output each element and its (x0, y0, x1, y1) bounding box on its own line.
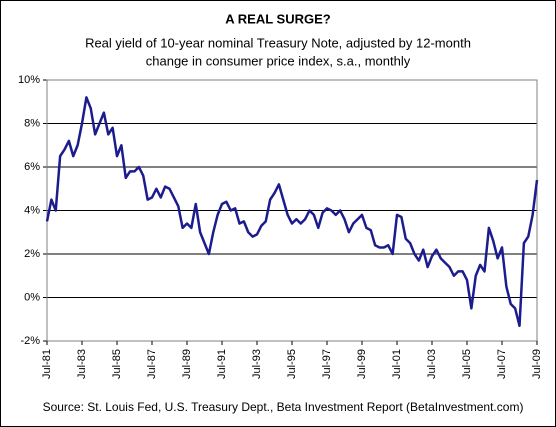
x-tick-label: Jul-89 (181, 349, 193, 379)
x-tick-label: Jul-87 (146, 349, 158, 379)
x-tick-label: Jul-81 (41, 349, 53, 379)
y-tick-label: 0% (24, 291, 40, 303)
x-tick-label: Jul-99 (356, 349, 368, 379)
x-tick-label: Jul-91 (216, 349, 228, 379)
chart-title: A REAL SURGE? (225, 11, 331, 26)
x-tick-label: Jul-01 (391, 349, 403, 379)
x-tick-label: Jul-83 (76, 349, 88, 379)
y-tick-label: 8% (24, 117, 40, 129)
y-tick-label: 6% (24, 161, 40, 173)
source-note: Source: St. Louis Fed, U.S. Treasury Dep… (43, 400, 524, 414)
x-tick-label: Jul-97 (321, 349, 333, 379)
y-tick-label: 10% (18, 74, 40, 86)
y-tick-label: 4% (24, 204, 40, 216)
x-tick-label: Jul-09 (531, 349, 543, 379)
x-tick-label: Jul-95 (286, 349, 298, 379)
x-tick-label: Jul-07 (496, 349, 508, 379)
x-tick-label: Jul-03 (426, 349, 438, 379)
x-tick-label: Jul-85 (111, 349, 123, 379)
chart-subtitle: change in consumer price index, s.a., mo… (146, 53, 411, 68)
y-tick-label: 2% (24, 248, 40, 260)
y-tick-label: -2% (20, 335, 40, 347)
data-line (45, 96, 539, 328)
chart-subtitle: Real yield of 10-year nominal Treasury N… (85, 35, 471, 50)
x-tick-label: Jul-05 (461, 349, 473, 379)
x-tick-label: Jul-93 (251, 349, 263, 379)
